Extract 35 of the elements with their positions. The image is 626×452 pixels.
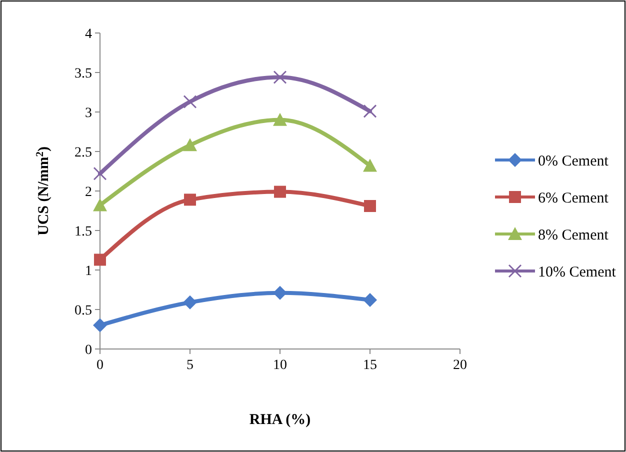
x-axis-title: RHA (%)	[249, 412, 311, 428]
y-tick-label: 4	[85, 26, 92, 42]
y-tick-label: 2	[85, 184, 92, 200]
point	[184, 194, 196, 206]
point	[363, 158, 377, 172]
x-tick-label: 15	[363, 358, 377, 373]
y-tick-label: 2.5	[74, 145, 92, 160]
point	[183, 138, 197, 152]
y-tick-label: 3	[85, 106, 92, 121]
y-tick-label: 1	[85, 264, 92, 279]
legend-label: 6% Cement	[538, 190, 610, 206]
x-tick-label: 20	[453, 358, 467, 373]
y-tick-label: 3.5	[74, 66, 92, 82]
point	[363, 293, 377, 308]
point	[93, 166, 107, 180]
x-tick-label: 0	[96, 358, 104, 373]
point	[274, 186, 286, 198]
point	[93, 198, 107, 212]
point	[363, 104, 377, 118]
point	[93, 318, 107, 332]
point	[273, 70, 287, 84]
point	[273, 286, 287, 300]
x-tick-label: 5	[186, 358, 194, 373]
y-tick-label: 0	[85, 342, 92, 358]
legend-label: 0% Cement	[538, 153, 610, 170]
point	[94, 254, 106, 266]
point	[364, 200, 376, 212]
y-tick-label: 0.5	[74, 303, 92, 318]
point	[183, 295, 197, 310]
point	[183, 94, 197, 108]
legend-label: 10% Cement	[538, 264, 617, 280]
legend-label: 8% Cement	[538, 227, 610, 244]
point	[273, 112, 287, 126]
x-tick-label: 10	[273, 358, 287, 373]
y-tick-label: 1.5	[74, 224, 92, 240]
